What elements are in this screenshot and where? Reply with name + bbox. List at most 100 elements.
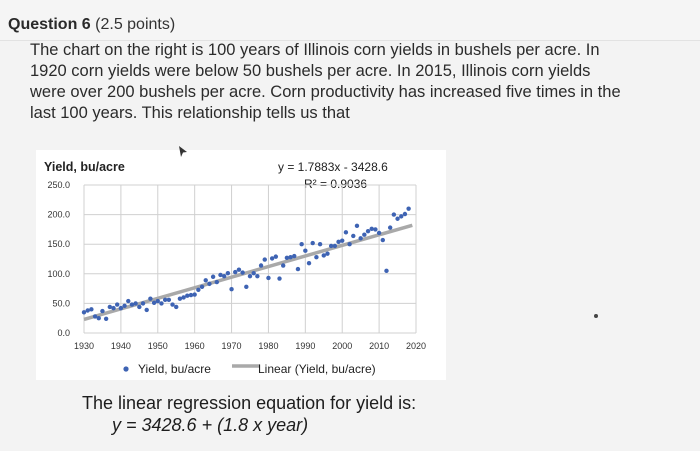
data-point: [354, 223, 360, 229]
data-point: [258, 263, 264, 268]
data-point: [233, 269, 238, 275]
trend-equation: y = 1.7883x - 3428.6: [278, 160, 388, 174]
data-point: [181, 295, 186, 300]
data-point: [336, 239, 341, 245]
x-tick-label: 1970: [222, 341, 242, 351]
y-tick-label: 150.0: [47, 239, 70, 249]
x-tick-label: 1950: [148, 341, 168, 351]
data-point: [325, 251, 330, 256]
data-point: [317, 242, 323, 247]
data-point: [122, 303, 127, 308]
data-point: [406, 206, 411, 211]
legend-series-marker: [123, 366, 129, 372]
data-point: [358, 236, 363, 241]
data-point: [133, 301, 138, 306]
data-point: [373, 227, 378, 232]
y-tick-label: 50.0: [52, 298, 70, 308]
data-point: [281, 263, 286, 268]
data-point: [100, 308, 105, 314]
data-point: [192, 292, 197, 297]
data-point: [262, 257, 267, 262]
data-point: [174, 304, 179, 310]
question-number: Question 6: [8, 16, 91, 33]
data-point: [137, 304, 142, 310]
data-point: [177, 296, 183, 301]
data-point: [402, 211, 408, 217]
data-point: [266, 275, 271, 281]
data-point: [92, 314, 98, 319]
data-point: [111, 305, 116, 311]
mouse-cursor-icon: [179, 146, 187, 157]
trendline: [83, 223, 413, 322]
data-point: [380, 237, 385, 243]
legend-trend-label: Linear (Yield, bu/acre): [258, 362, 376, 376]
data-point: [273, 254, 279, 259]
data-point: [107, 304, 113, 310]
x-tick-label: 1930: [74, 341, 94, 351]
data-point: [170, 302, 175, 307]
data-point: [303, 248, 308, 253]
data-point: [321, 253, 326, 258]
data-point: [218, 272, 223, 278]
data-point: [203, 278, 208, 283]
data-point: [199, 284, 205, 290]
data-point: [210, 274, 216, 279]
data-point: [306, 260, 312, 266]
x-tick-label: 1960: [185, 341, 205, 351]
data-point: [376, 230, 382, 236]
data-point: [151, 300, 157, 306]
data-point: [96, 316, 101, 321]
data-point: [391, 212, 397, 217]
data-point: [240, 270, 245, 275]
data-point: [292, 253, 297, 259]
data-point: [387, 225, 393, 230]
question-title: Question 6 (2.5 points): [8, 16, 175, 34]
r-squared: R² = 0.9036: [304, 177, 367, 191]
y-axis-label: Yield, bu/acre: [44, 160, 125, 174]
data-point: [126, 298, 131, 304]
x-tick-label: 2020: [406, 341, 426, 351]
data-point: [155, 298, 160, 304]
data-point: [369, 226, 374, 232]
data-point: [103, 316, 109, 321]
data-point: [399, 214, 404, 219]
data-point: [269, 256, 275, 261]
data-point: [328, 243, 334, 249]
x-tick-labels: 1930 1940 1950 1960 1970 1980 1990 2000 2010 2020: [74, 341, 426, 351]
data-point: [277, 276, 282, 281]
data-point: [295, 266, 301, 272]
data-points: [81, 206, 411, 321]
y-tick-label: 200.0: [47, 210, 70, 220]
data-point: [185, 293, 190, 298]
y-tick-labels: 0.0 50.0 100.0 150.0 200.0 250.0: [47, 180, 70, 338]
y-tick-label: 250.0: [47, 180, 70, 190]
answer-equation: y = 3428.6 + (1.8 x year): [112, 415, 309, 435]
data-point: [299, 242, 304, 247]
data-point: [365, 228, 371, 234]
x-tick-label: 1990: [295, 341, 315, 351]
data-point: [314, 255, 319, 260]
data-point: [310, 240, 315, 246]
question-prompt: The chart on the right is 100 years of I…: [30, 41, 621, 122]
data-point: [81, 310, 87, 315]
data-point: [221, 273, 227, 279]
data-point: [89, 307, 94, 312]
chart-svg: Yield, bu/acre y = 1.7883x - 3428.6 R² =…: [44, 160, 426, 376]
x-tick-label: 2000: [332, 341, 352, 351]
data-point: [347, 242, 352, 247]
stray-dot: [594, 314, 598, 318]
data-point: [236, 267, 242, 272]
data-point: [340, 238, 345, 243]
data-point: [140, 301, 146, 306]
data-point: [148, 296, 153, 301]
data-point: [343, 230, 349, 235]
data-point: [214, 279, 219, 285]
answer-block: The linear regression equation for yield…: [82, 392, 502, 436]
question-header: Question 6 (2.5 points): [0, 0, 700, 41]
data-point: [247, 273, 253, 279]
data-point: [129, 302, 135, 307]
data-point: [188, 292, 194, 298]
data-point: [115, 302, 120, 307]
data-point: [395, 216, 400, 221]
data-point: [162, 297, 168, 303]
